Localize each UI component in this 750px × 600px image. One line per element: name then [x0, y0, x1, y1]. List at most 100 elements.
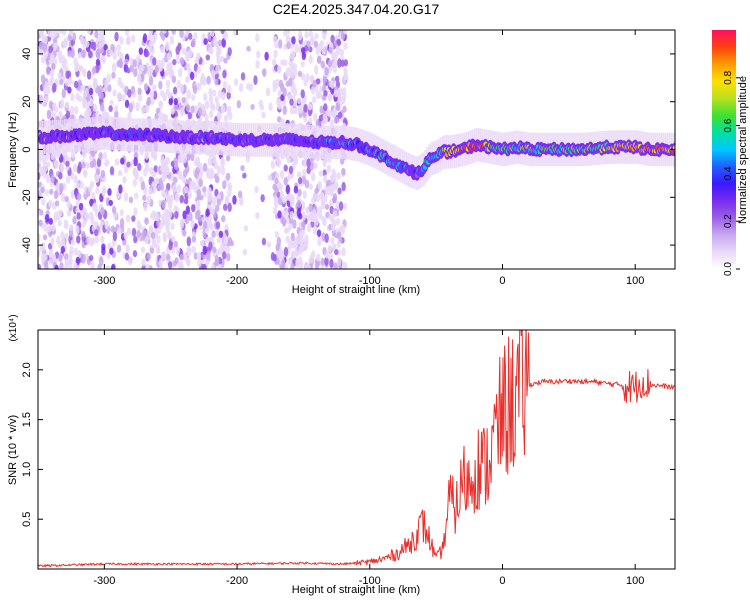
spectrogram-noise-cell [38, 30, 44, 35]
spectrogram-noise-cell [330, 80, 335, 89]
spectrogram-noise-cell [112, 89, 117, 97]
spectrogram-noise-cell [54, 264, 59, 269]
spectrogram-noise-cell [190, 219, 195, 229]
spectrogram-noise-cell [341, 181, 346, 192]
spectrogram-noise-cell [255, 60, 260, 69]
spectrogram-noise-cell [107, 188, 112, 196]
spectrogram-noise-cell [40, 186, 45, 194]
spectrogram-noise-cell [53, 159, 59, 169]
spectrogram-noise-cell [217, 111, 222, 122]
spectrogram-noise-cell [220, 165, 226, 176]
spectrogram-noise-cell [216, 165, 222, 175]
spectrogram-noise-cell [65, 70, 70, 80]
snr-y-tick-label: 2.0 [21, 362, 33, 377]
spectrogram-noise-cell [123, 231, 128, 240]
spectrogram-noise-cell [310, 250, 316, 260]
spectrogram-noise-cell [202, 253, 207, 260]
spectrogram-noise-cell [281, 259, 286, 267]
spectrogram-noise-cell [148, 40, 153, 47]
spectrogram-noise-cell [102, 151, 108, 160]
spectrogram-noise-cell [220, 157, 225, 166]
spectrogram-noise-cell [206, 75, 211, 85]
spectrogram-noise-cell [174, 210, 179, 220]
spectrogram-noise-cell [227, 187, 232, 198]
spectrogram-noise-cell [58, 254, 63, 262]
spectrogram-noise-cell [233, 78, 239, 87]
spectrogram-noise-cell [48, 199, 53, 208]
spectrogram-noise-cell [255, 33, 260, 43]
spectrogram-noise-cell [283, 246, 289, 257]
spectrogram-noise-cell [191, 235, 197, 243]
spectrogram-noise-cell [95, 186, 100, 195]
spectrogram-noise-cell [313, 113, 318, 122]
spectrogram-noise-cell [38, 263, 42, 269]
spectrogram-noise-cell [188, 211, 193, 222]
spectrogram-noise-cell [218, 230, 224, 239]
spectrogram-noise-cell [228, 111, 233, 121]
spectrogram-noise-cell [217, 263, 223, 269]
spectrogram-noise-cell [285, 184, 291, 195]
spectrogram-noise-cell [112, 51, 117, 60]
spectrogram-noise-cell [165, 41, 170, 52]
spectrogram-noise-cell [214, 175, 220, 184]
snr-panel: -300 -200 -100 0 100 0.5 1.0 1.5 2.0 Height of … [7, 314, 676, 596]
spectrogram-noise-cell [182, 229, 187, 237]
spectrogram-noise-cell [201, 105, 206, 115]
spectrogram-noise-cell [175, 246, 181, 256]
spectrogram-noise-cell [212, 35, 217, 45]
spectrogram-noise-cell [336, 38, 341, 46]
spectrogram-noise-cell [205, 54, 210, 61]
spectrogram-noise-cell [51, 223, 56, 232]
spectrogram-noise-cell [279, 169, 285, 180]
spectrogram-noise-cell [225, 154, 231, 162]
spectrogram-noise-cell [227, 182, 232, 189]
spectrogram-noise-cell [124, 58, 129, 65]
spectrogram-noise-cell [59, 182, 64, 193]
spectrogram-noise-cell [137, 87, 142, 96]
spectrogram-noise-cell [110, 263, 116, 269]
spectrogram-noise-cell [99, 102, 105, 112]
spectrogram-noise-cell [214, 258, 220, 267]
spectrogram-noise-cell [168, 241, 173, 251]
spectrogram-y-tick-label: 20 [21, 96, 33, 108]
spectrogram-noise-cell [293, 155, 299, 165]
spectrogram-noise-cell [270, 252, 276, 261]
spectrogram-noise-cell [336, 172, 341, 180]
snr-scale-note: (x10⁴) [8, 314, 19, 341]
spectrogram-noise-cell [287, 257, 293, 265]
colorbar-tick-label: 0.8 [723, 70, 734, 84]
spectrogram-noise-cell [215, 221, 221, 230]
spectrogram-noise-cell [313, 162, 318, 170]
spectrogram-noise-cell [327, 92, 333, 102]
spectrogram-noise-cell [114, 158, 120, 166]
spectrogram-noise-cell [216, 198, 222, 206]
spectrogram-noise-cell [343, 30, 348, 35]
spectrogram-noise-cell [325, 211, 330, 219]
spectrogram-noise-cell [172, 86, 178, 95]
spectrogram-noise-cell [81, 221, 87, 228]
spectrogram-noise-cell [208, 221, 213, 229]
spectrogram-noise-cell [216, 236, 222, 244]
spectrogram-noise-cell [322, 76, 328, 84]
spectrogram-noise-cell [285, 226, 290, 234]
spectrogram-noise-cell [285, 69, 290, 77]
spectrogram-noise-cell [80, 84, 86, 91]
spectrogram-noise-cell [183, 253, 188, 262]
spectrogram-noise-cell [289, 98, 294, 106]
spectrogram-noise-cell [150, 98, 155, 106]
spectrogram-noise-cell [98, 41, 103, 50]
spectrogram-noise-cell [146, 252, 151, 261]
spectrogram-noise-cell [314, 217, 319, 227]
spectrogram-noise-cell [38, 171, 41, 181]
spectrogram-noise-cell [264, 51, 269, 61]
spectrogram-noise-cell [341, 92, 347, 102]
spectrogram-noise-cell [132, 179, 138, 187]
spectrogram-noise-cell [126, 35, 131, 46]
spectrogram-noise-cell [328, 46, 333, 54]
spectrogram-noise-cell [126, 161, 131, 168]
spectrogram-noise-cell [59, 78, 64, 86]
spectrogram-noise-cell [288, 165, 294, 175]
spectrogram-noise-cell [216, 55, 221, 65]
spectrogram-noise-cell [103, 44, 108, 51]
spectrogram-noise-cell [162, 30, 167, 34]
